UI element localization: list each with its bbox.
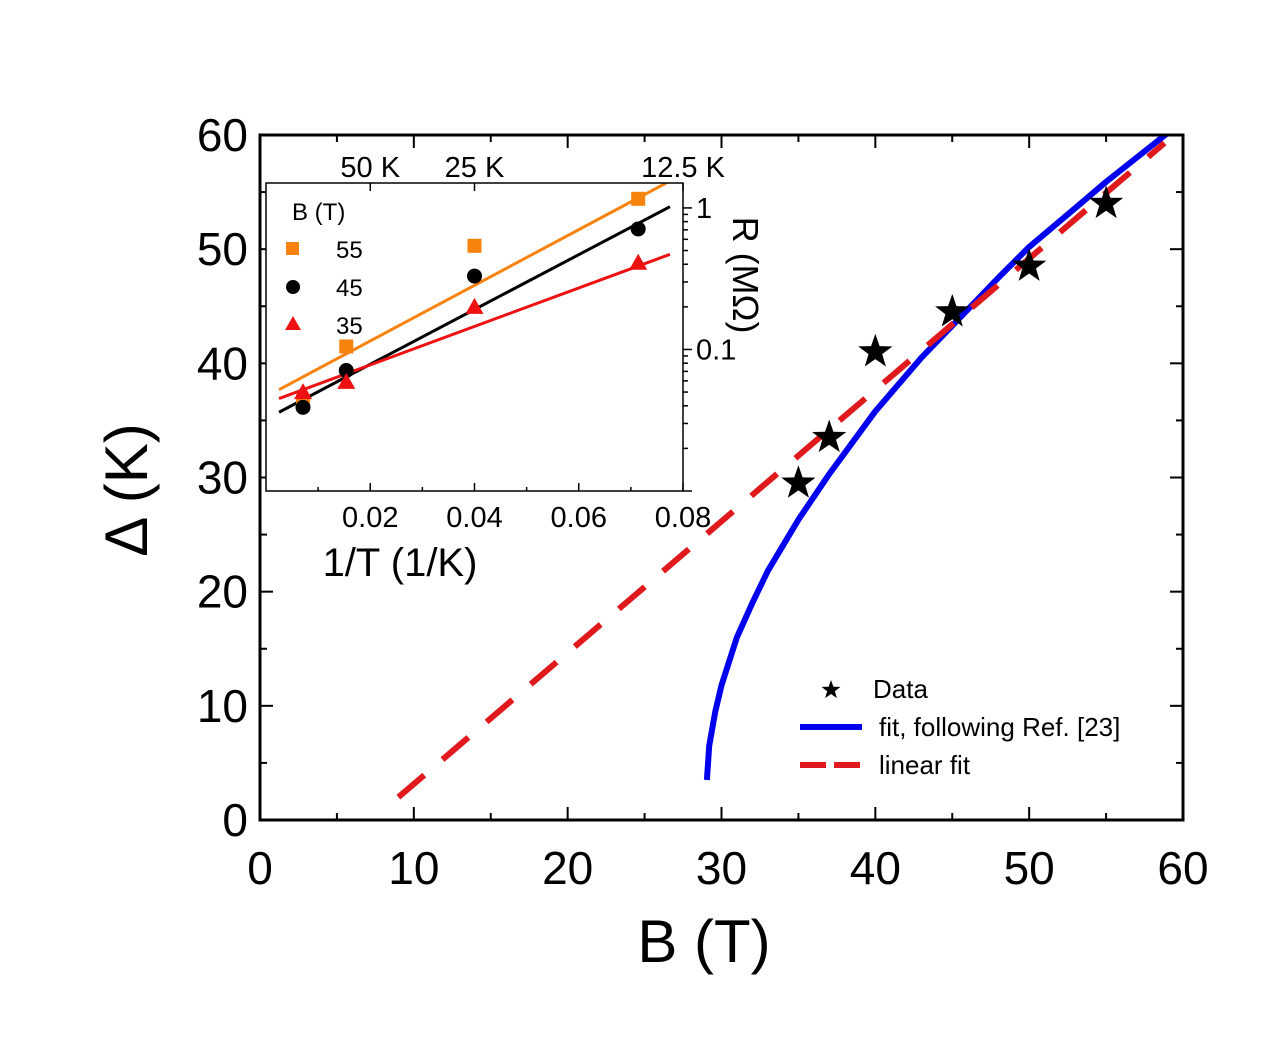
inset-legend-label-35: 35	[336, 313, 363, 340]
main-plot-frame	[258, 133, 1185, 822]
inset-point-45	[467, 268, 482, 284]
inset-point-35	[294, 383, 313, 400]
inset-point-35	[629, 253, 648, 270]
main-legend: Data fit, following Ref. [23] linear fit	[800, 674, 1120, 780]
legend-label-fit: fit, following Ref. [23]	[879, 712, 1120, 742]
legend-data-marker	[821, 680, 841, 699]
inset-legend-title: B (T)	[292, 199, 345, 226]
data-star-marker	[1012, 248, 1047, 281]
data-star-marker	[935, 294, 970, 327]
main-x-tick-label: 30	[696, 842, 747, 894]
inset-fit-line-55	[278, 183, 670, 391]
main-x-axis-label: B (T)	[637, 908, 770, 975]
inset-x-tick-label: 0.06	[551, 502, 607, 534]
data-star-marker	[812, 419, 847, 453]
inset-legend-marker-35	[285, 316, 301, 330]
inset-data-points	[294, 191, 648, 415]
inset-legend-label-55: 55	[336, 237, 363, 264]
inset-point-55	[339, 339, 354, 354]
inset-top-tick-label: 50 K	[340, 152, 400, 184]
series-line-linear-fit	[396, 140, 1167, 800]
main-x-tick-label: 50	[1004, 842, 1055, 894]
inset-x-tick-label: 0.08	[655, 502, 711, 534]
legend-label-data: Data	[873, 674, 928, 704]
main-x-tick-label: 60	[1157, 842, 1208, 894]
inset-legend: B (T) 55 45 35	[285, 199, 363, 340]
inset-y-tick-label: 0.1	[696, 334, 736, 366]
main-data-points	[781, 185, 1124, 498]
main-y-tick-label: 10	[197, 680, 248, 732]
inset-point-35	[465, 297, 484, 314]
main-y-axis-label: Δ (K)	[93, 423, 160, 556]
inset-x-tick-label: 0.02	[342, 502, 398, 534]
main-tick-labels: 0 10 20 30 40 50 60 0 10 20 30 40 50 60	[197, 109, 1209, 894]
data-star-marker	[1089, 185, 1124, 219]
inset-background	[266, 183, 683, 491]
inset-tick-labels: 0.02 0.04 0.06 0.08 0.1 1 50 K 25 K 12.5 K	[340, 152, 736, 534]
inset-point-45	[630, 221, 646, 237]
inset-x-tick-label: 0.04	[446, 502, 502, 534]
inset-top-tick-label: 12.5 K	[641, 152, 725, 184]
main-y-tick-label: 30	[197, 452, 248, 504]
inset-point-55	[467, 238, 482, 253]
main-y-tick-label: 20	[197, 566, 248, 618]
legend-label-linear: linear fit	[879, 750, 971, 780]
inset-point-45	[338, 363, 354, 379]
inset-x-axis-label: 1/T (1/K)	[323, 541, 478, 585]
inset-legend-label-45: 45	[336, 275, 363, 302]
inset-y-tick-label: 1	[696, 193, 712, 225]
main-y-tick-label: 50	[197, 223, 248, 275]
inset-y-axis-label: R (MΩ)	[725, 217, 766, 334]
main-x-tick-label: 10	[388, 842, 439, 894]
inset-point-55	[631, 191, 646, 206]
main-x-tick-label: 0	[247, 842, 273, 894]
main-x-tick-label: 40	[850, 842, 901, 894]
inset-legend-marker-45	[286, 280, 300, 294]
inset-plot: 0.02 0.04 0.06 0.08 0.1 1 50 K 25 K 12.5 K 1/T (…	[265, 152, 766, 585]
main-y-tick-label: 0	[222, 794, 248, 846]
inset-legend-marker-55	[286, 242, 299, 255]
main-series	[396, 135, 1170, 800]
inset-plot-frame	[265, 182, 684, 492]
main-x-tick-label: 20	[542, 842, 593, 894]
main-y-tick-label: 60	[197, 109, 248, 161]
main-y-tick-label: 40	[197, 337, 248, 389]
inset-point-45	[295, 399, 311, 415]
inset-point-35	[337, 372, 356, 389]
series-line-fit-following-ref-23	[703, 135, 1170, 781]
main-plot: 0 10 20 30 40 50 60 0 10 20 30 40 50 60 B (T) Δ (K) D…	[93, 109, 1209, 975]
data-star-marker	[781, 465, 816, 498]
inset-top-tick-label: 25 K	[445, 152, 505, 184]
data-star-marker	[858, 333, 893, 367]
